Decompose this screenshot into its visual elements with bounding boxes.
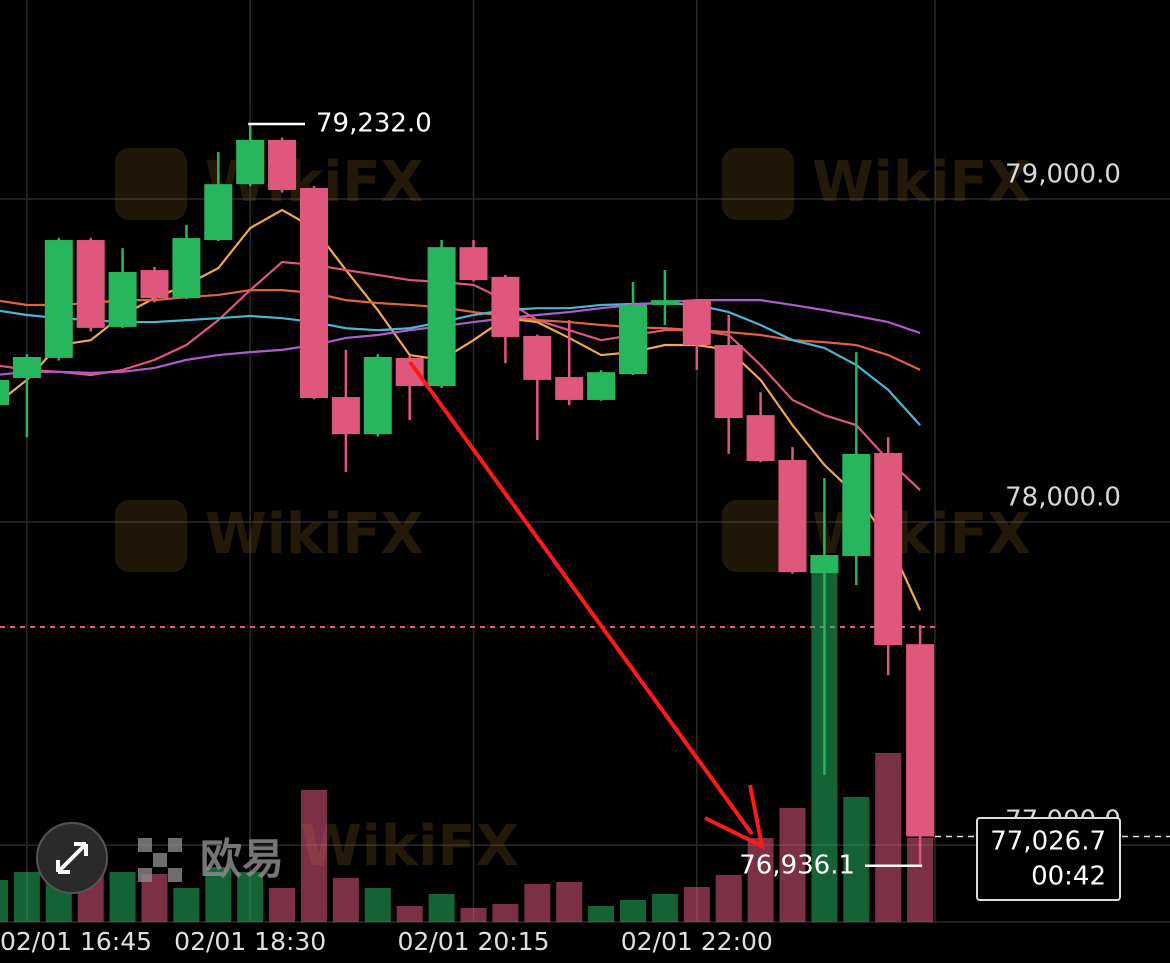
- annotations: [408, 360, 765, 850]
- expand-button[interactable]: [36, 822, 108, 894]
- candle-body: [682, 300, 711, 346]
- candle-body: [172, 238, 201, 299]
- candle-body: [810, 555, 839, 574]
- candle-body: [714, 345, 743, 419]
- volume-bar: [588, 906, 615, 922]
- expand-icon[interactable]: [56, 842, 88, 874]
- ma-line: [0, 301, 921, 426]
- watermark-logo: [115, 148, 187, 220]
- volume-bar: [460, 908, 487, 922]
- ma-line: [0, 299, 921, 376]
- volume-bar: [620, 900, 646, 922]
- candle-body: [778, 460, 807, 573]
- candle-body: [108, 272, 137, 327]
- labels: 79,000.078,000.077,000.002/01 16:4502/01…: [0, 109, 1170, 956]
- volume-bar: [683, 887, 710, 922]
- current-price-label: 77,026.7: [990, 827, 1106, 857]
- ma-line: [0, 260, 921, 491]
- x-tick-label: 02/01 18:30: [174, 927, 326, 956]
- volume-bar: [715, 875, 742, 922]
- logo-icon: [138, 838, 182, 882]
- candle-body: [140, 270, 169, 299]
- candle-body: [300, 188, 328, 399]
- candle-body: [268, 139, 297, 190]
- candle-body: [619, 304, 647, 375]
- candle-body: [555, 377, 584, 400]
- volume-bar: [556, 882, 583, 922]
- volume-bar: [0, 880, 8, 922]
- candle-body: [491, 276, 520, 337]
- arrow-head: [704, 784, 765, 850]
- volume-bar: [364, 888, 391, 922]
- candle-body: [76, 240, 105, 328]
- x-tick-label: 02/01 22:00: [621, 927, 773, 956]
- candle-body: [44, 240, 73, 358]
- candle-body: [331, 397, 360, 435]
- volume-bar: [269, 888, 296, 922]
- high-label: 79,232.0: [316, 109, 432, 139]
- volume-bar: [428, 894, 455, 922]
- volume-bar: [747, 838, 774, 922]
- watermark: WikiFX: [812, 150, 1031, 215]
- watermark: WikiFX: [205, 502, 424, 567]
- volume-bar: [843, 797, 870, 922]
- candle-body: [0, 379, 9, 406]
- volume-bar: [524, 884, 551, 922]
- candle-body: [363, 356, 392, 435]
- exchange-logo: 欧易: [138, 835, 284, 884]
- volume-bar: [875, 753, 902, 922]
- arrow-line: [408, 360, 754, 836]
- candle-layer: [0, 124, 935, 866]
- volume-bar: [173, 888, 200, 922]
- volume-bar: [651, 894, 678, 922]
- watermark: WikiFX: [300, 814, 519, 879]
- candle-body: [842, 453, 871, 556]
- volume-bar: [396, 906, 423, 922]
- watermark-logo: [115, 500, 187, 572]
- watermark-logo: [722, 500, 794, 572]
- candle-body: [12, 356, 41, 378]
- y-tick-label: 78,000.0: [1005, 483, 1121, 513]
- candle-body: [236, 139, 265, 185]
- x-tick-label: 02/01 16:45: [0, 927, 152, 956]
- countdown: 00:42: [1031, 862, 1106, 892]
- volume-bar: [492, 904, 519, 922]
- volume-layer: [0, 572, 934, 922]
- volume-bar: [13, 872, 40, 922]
- low-label: 76,936.1: [739, 850, 855, 880]
- candle-body: [906, 644, 935, 837]
- volume-bar: [205, 867, 232, 922]
- candle-body: [587, 372, 616, 400]
- logo-text: 欧易: [200, 835, 284, 884]
- candle-body: [427, 247, 456, 387]
- volume-bar: [332, 878, 359, 922]
- volume-bar: [237, 872, 264, 922]
- y-tick-label: 79,000.0: [1005, 160, 1121, 190]
- x-tick-label: 02/01 20:15: [397, 927, 549, 956]
- current-price-box: [976, 817, 1121, 901]
- ma-layer: [0, 208, 922, 611]
- watermark-logo: [722, 148, 794, 220]
- candle-body: [204, 184, 233, 241]
- volume-bar: [779, 808, 806, 922]
- volume-bar: [301, 790, 327, 922]
- candle-body: [746, 415, 775, 461]
- ma-line: [0, 289, 921, 371]
- candle-body: [523, 335, 552, 380]
- candle-body: [459, 247, 488, 281]
- candle-body: [874, 452, 903, 646]
- volume-bar: [109, 872, 136, 922]
- candle-body: [650, 300, 679, 305]
